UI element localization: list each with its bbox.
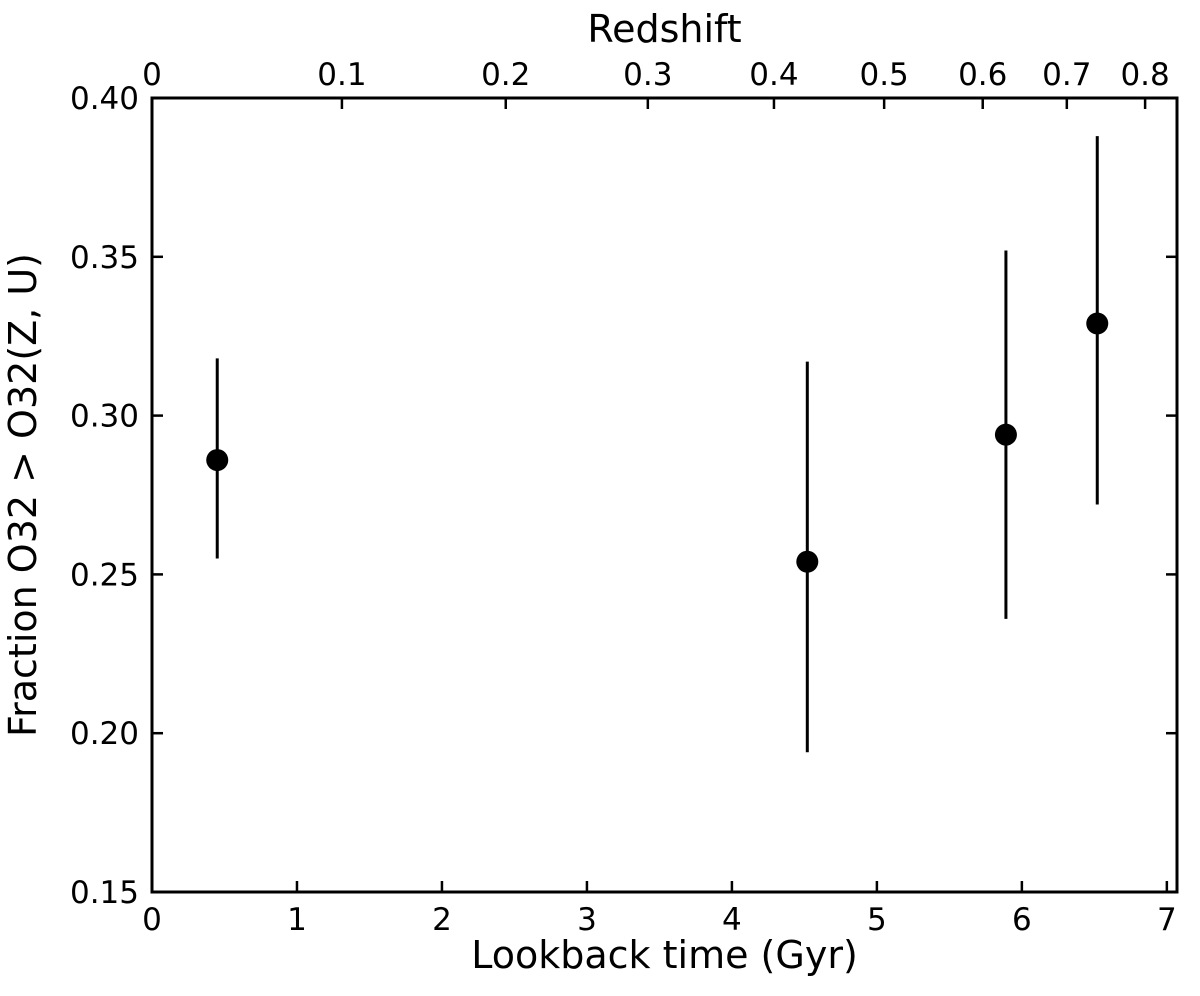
plot-content: 0 1 2 3 4 5 6 7 0 0.1 0.2 0.3 0.4 0.5 0.6 0.7 0.8 0.15 0.2…: [70, 57, 1177, 938]
top-tick-label: 0.8: [1120, 57, 1169, 93]
y-tick-label: 0.25: [70, 557, 139, 593]
x-tick-label: 7: [1157, 902, 1177, 938]
top-tick-label: 0.3: [623, 57, 672, 93]
x-tick-label: 5: [867, 902, 887, 938]
x-tick-label: 6: [1012, 902, 1032, 938]
top-tick-label: 0.7: [1042, 57, 1091, 93]
plot-border: [150, 96, 1179, 894]
data-point-marker: [796, 550, 819, 573]
y-tick-label: 0.35: [70, 240, 139, 276]
data-point-marker: [1086, 312, 1109, 335]
x-tick-label: 4: [722, 902, 742, 938]
top-tick-label: 0.5: [859, 57, 908, 93]
data-point-marker: [206, 449, 229, 472]
top-tick-label: 0.1: [317, 57, 366, 93]
top-tick-label: 0: [142, 57, 162, 93]
y-axis-label: Fraction O32 > O32(Z, U): [1, 253, 45, 737]
top-tick-label: 0.2: [481, 57, 530, 93]
top-tick-label: 0.6: [958, 57, 1007, 93]
y-tick-label: 0.20: [70, 716, 139, 752]
x-tick-label: 1: [287, 902, 307, 938]
x-axis-label: Lookback time (Gyr): [471, 933, 858, 977]
data-point-marker: [994, 423, 1017, 446]
top-axis-title: Redshift: [587, 7, 741, 51]
x-tick-label: 0: [142, 902, 162, 938]
x-tick-label: 3: [577, 902, 597, 938]
y-tick-label: 0.30: [70, 399, 139, 435]
y-tick-label: 0.15: [70, 875, 139, 911]
x-tick-label: 2: [432, 902, 452, 938]
y-tick-label: 0.40: [70, 81, 139, 117]
top-tick-label: 0.4: [749, 57, 798, 93]
